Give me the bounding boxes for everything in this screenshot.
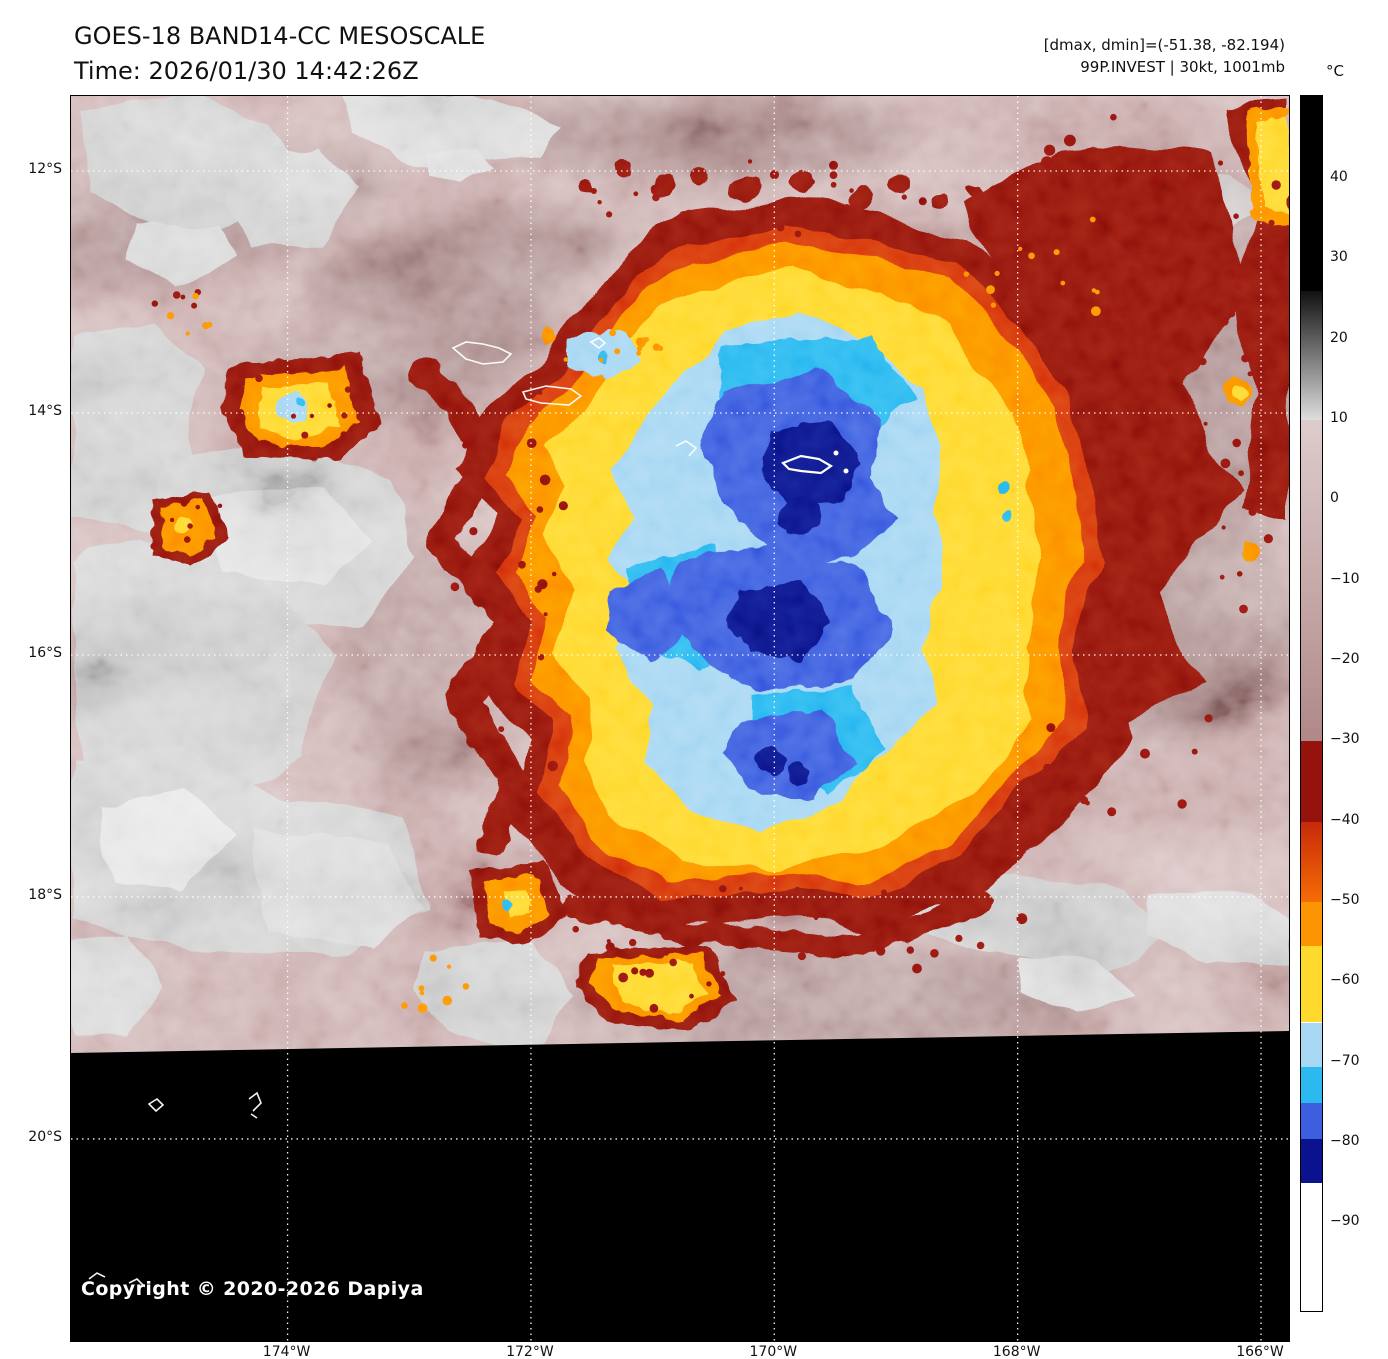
colorbar-segment [1301,821,1322,902]
lat-tick-label: 12°S [28,161,62,177]
colorbar-tick-label: −60 [1330,972,1360,989]
colorbar-tick-labels: 40 30 20 10 0 −10 −20 −30 −40 −50 −60 −70 −80 −90 [1330,95,1385,1310]
colorbar-segment [1301,291,1322,420]
lat-tick-label: 14°S [28,403,62,419]
colorbar-segment [1301,1102,1322,1140]
colorbar-tick-label: 30 [1330,249,1348,266]
gridlines [71,96,1289,1341]
satellite-image [71,96,1289,1341]
colorbar-tick-label: −40 [1330,811,1360,828]
colorbar-tick-label: −50 [1330,892,1360,908]
colorbar-tick-label: −90 [1330,1213,1360,1230]
lon-tick-label: 170°W [749,1344,798,1359]
image-title: GOES-18 BAND14-CC MESOSCALE [74,22,486,50]
lat-axis-labels: 12°S 14°S 16°S 18°S 20°S [0,95,62,1340]
lat-tick-label: 20°S [28,1128,62,1145]
lat-tick-label: 16°S [28,645,62,661]
colorbar-tick-label: −80 [1330,1133,1360,1150]
lat-tick-label: 18°S [28,887,62,903]
colorbar-tick-label: 0 [1330,490,1339,507]
colorbar-tick-label: −10 [1330,570,1360,587]
colorbar-segment [1301,419,1322,742]
map-frame: Copyright © 2020-2026 Dapiya [70,95,1290,1342]
no-data-region [71,1031,1289,1341]
colorbar-tick-label: 10 [1330,409,1348,426]
colorbar-tick-label: 40 [1330,168,1348,185]
lon-tick-label: 172°W [506,1344,554,1359]
lon-tick-label: 168°W [992,1344,1041,1359]
colorbar-tick-label: −70 [1330,1052,1360,1069]
lon-axis-labels: 174°W 172°W 170°W 168°W 166°W [70,1344,1288,1359]
colorbar-segment [1301,902,1322,947]
colorbar-segment [1301,1066,1322,1103]
dmax-dmin-label: [dmax, dmin]=(-51.38, -82.194) [1043,36,1285,54]
copyright-label: Copyright © 2020-2026 Dapiya [81,1278,424,1300]
lon-tick-label: 174°W [262,1344,311,1359]
colorbar-unit-label: °C [1326,62,1344,80]
image-timestamp: Time: 2026/01/30 14:42:26Z [74,57,419,85]
colorbar-segment [1301,1022,1322,1067]
colorbar-tick-label: 20 [1330,329,1348,346]
coastlines [88,337,849,1286]
colorbar-segment [1301,1183,1322,1311]
colorbar [1300,95,1323,1312]
colorbar-tick-label: −20 [1330,650,1360,667]
lon-tick-label: 166°W [1236,1344,1284,1359]
colorbar-segment [1301,1139,1322,1184]
storm-info-label: 99P.INVEST | 30kt, 1001mb [1080,58,1285,76]
colorbar-segment [1301,741,1322,822]
colorbar-tick-label: −30 [1330,731,1360,748]
colorbar-segment [1301,946,1322,1023]
header-right-block: [dmax, dmin]=(-51.38, -82.194) 99P.INVES… [1044,34,1285,78]
colorbar-segment [1301,96,1322,292]
